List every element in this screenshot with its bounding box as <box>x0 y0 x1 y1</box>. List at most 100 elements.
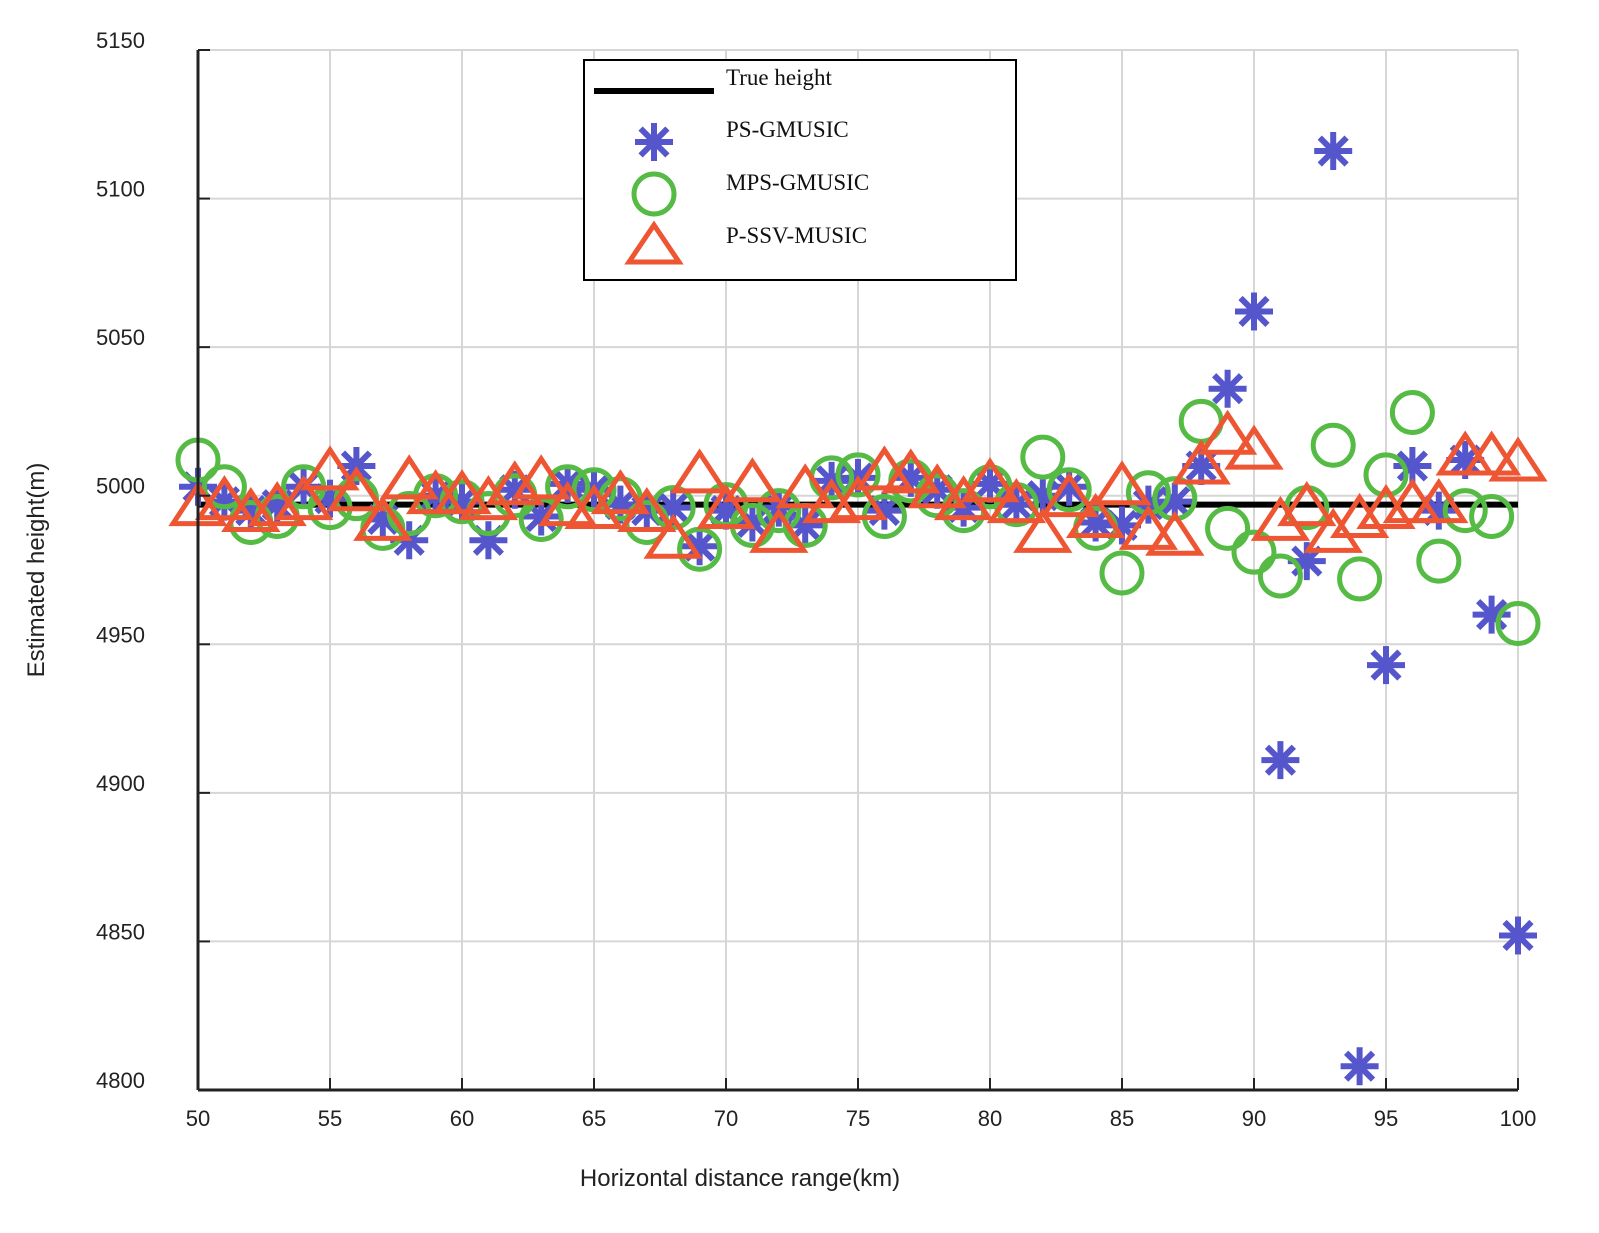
p-ssv-music-point <box>273 475 334 521</box>
ps-gmusic-point <box>1499 916 1537 955</box>
p-ssv-music-point <box>1118 504 1179 550</box>
p-ssv-music-point <box>643 513 703 559</box>
p-ssv-music-point <box>1013 507 1073 553</box>
asterisk-stroke <box>638 126 670 158</box>
asterisk-stroke <box>1212 373 1244 405</box>
p-ssv-music-point <box>326 466 387 512</box>
p-ssv-music-point <box>828 475 888 521</box>
p-ssv-music-point <box>300 445 360 491</box>
x-tick-label: 90 <box>1242 1106 1266 1131</box>
p-ssv-music-point <box>854 445 915 491</box>
mps-gmusic-point <box>677 526 723 572</box>
p-ssv-music-point <box>722 457 783 503</box>
p-ssv-music-point <box>907 463 967 509</box>
p-ssv-music-point <box>194 475 255 521</box>
p-ssv-music-point <box>775 463 835 509</box>
p-ssv-music-point <box>617 486 677 533</box>
y-tick-label: 4900 <box>96 771 145 796</box>
ps-gmusic-point <box>1472 595 1511 634</box>
asterisk-stroke <box>1396 450 1428 482</box>
p-ssv-music-point <box>432 469 492 515</box>
x-tick-label: 100 <box>1500 1106 1537 1131</box>
ps-gmusic-point <box>1050 467 1089 506</box>
y-tick-label: 5050 <box>96 325 145 350</box>
ps-gmusic-point <box>1340 1047 1379 1086</box>
ps-gmusic-point <box>1367 646 1405 685</box>
mps-gmusic-point <box>1046 467 1092 513</box>
legend-ps-gmusic-swatch <box>635 123 673 161</box>
x-tick-label: 60 <box>450 1106 474 1131</box>
p-ssv-music-point <box>696 483 756 530</box>
asterisk-stroke <box>1317 135 1349 167</box>
legend-true-height-label: True height <box>726 65 832 90</box>
p-ssv-music-point <box>1409 478 1469 524</box>
mps-gmusic-point <box>1020 434 1066 480</box>
p-ssv-music-point <box>1224 424 1284 470</box>
legend-asterisk <box>635 123 673 161</box>
mps-gmusic-point <box>1389 390 1435 436</box>
p-ssv-music-point <box>1329 492 1390 538</box>
p-ssv-music-point <box>1303 507 1363 553</box>
p-ssv-music-point <box>564 483 624 530</box>
ps-gmusic-point <box>1261 741 1300 780</box>
legend: True height PS-GMUSIC MPS-GMUSIC P-SSV-M… <box>583 59 1017 281</box>
mps-gmusic-point <box>756 488 802 534</box>
mps-gmusic-point <box>835 452 881 498</box>
mps-gmusic-point <box>1231 529 1277 575</box>
legend-p-ssv-music-label: P-SSV-MUSIC <box>726 223 867 248</box>
asterisk-stroke <box>1476 599 1508 631</box>
p-ssv-music-point <box>1461 430 1522 476</box>
y-tick-label: 5150 <box>96 28 145 53</box>
mps-gmusic-point <box>1257 553 1303 599</box>
y-tick-label: 5000 <box>96 474 145 499</box>
mps-gmusic-point <box>1416 538 1462 584</box>
x-tick-label: 50 <box>186 1106 210 1131</box>
p-ssv-music-point <box>1145 510 1205 556</box>
x-tick-label: 65 <box>582 1106 606 1131</box>
ps-gmusic-point <box>1208 369 1247 408</box>
y-axis-label: Estimated height(m) <box>23 463 50 678</box>
p-ssv-music-point <box>590 469 651 515</box>
ps-gmusic-point <box>1314 132 1353 171</box>
mps-gmusic-point <box>1205 505 1251 551</box>
p-ssv-music-point <box>379 454 439 500</box>
x-tick-label: 80 <box>978 1106 1002 1131</box>
y-tick-label: 4850 <box>96 919 145 944</box>
p-ssv-music-point <box>1039 472 1099 518</box>
asterisk-stroke <box>1238 295 1270 328</box>
p-ssv-music-point <box>986 478 1047 524</box>
p-ssv-music-point <box>960 457 1020 503</box>
x-tick-label: 95 <box>1374 1106 1398 1131</box>
mps-gmusic-point <box>545 464 591 510</box>
p-ssv-music-point <box>537 481 598 527</box>
p-ssv-music-point <box>1197 409 1258 455</box>
x-tick-label: 55 <box>318 1106 342 1131</box>
p-ssv-music-point <box>511 454 571 500</box>
p-ssv-music-point <box>1250 495 1311 541</box>
p-ssv-music-point <box>669 448 730 494</box>
mps-gmusic-point <box>201 464 247 510</box>
p-ssv-music-point <box>1277 481 1337 527</box>
y-tick-label: 4800 <box>96 1068 145 1093</box>
legend-mps-gmusic-swatch <box>631 171 677 217</box>
asterisk-stroke <box>1502 919 1534 952</box>
p-ssv-music-point <box>1488 436 1548 482</box>
asterisk-stroke <box>1159 486 1191 518</box>
legend-mps-gmusic-label: MPS-GMUSIC <box>726 170 869 195</box>
mps-gmusic-point <box>1337 556 1383 602</box>
mps-gmusic-point <box>1310 422 1356 468</box>
asterisk-stroke <box>1370 649 1402 681</box>
markers <box>168 132 1548 1086</box>
mps-gmusic-point <box>1495 600 1541 646</box>
ticks: 50 55 60 65 70 75 80 85 90 95 100 4800 4850 4900 4950 5… <box>96 28 1536 1131</box>
x-axis-label: Horizontal distance range(km) <box>580 1165 900 1192</box>
y-tick-label: 5100 <box>96 177 145 202</box>
mps-gmusic-point <box>1442 488 1488 534</box>
p-ssv-music-point <box>1065 492 1126 538</box>
legend-ps-gmusic-label: PS-GMUSIC <box>726 117 849 142</box>
mps-gmusic-point <box>1469 494 1515 540</box>
asterisk-stroke <box>1264 744 1296 776</box>
asterisk-stroke <box>1344 1050 1376 1082</box>
ps-gmusic-point <box>1235 292 1273 331</box>
